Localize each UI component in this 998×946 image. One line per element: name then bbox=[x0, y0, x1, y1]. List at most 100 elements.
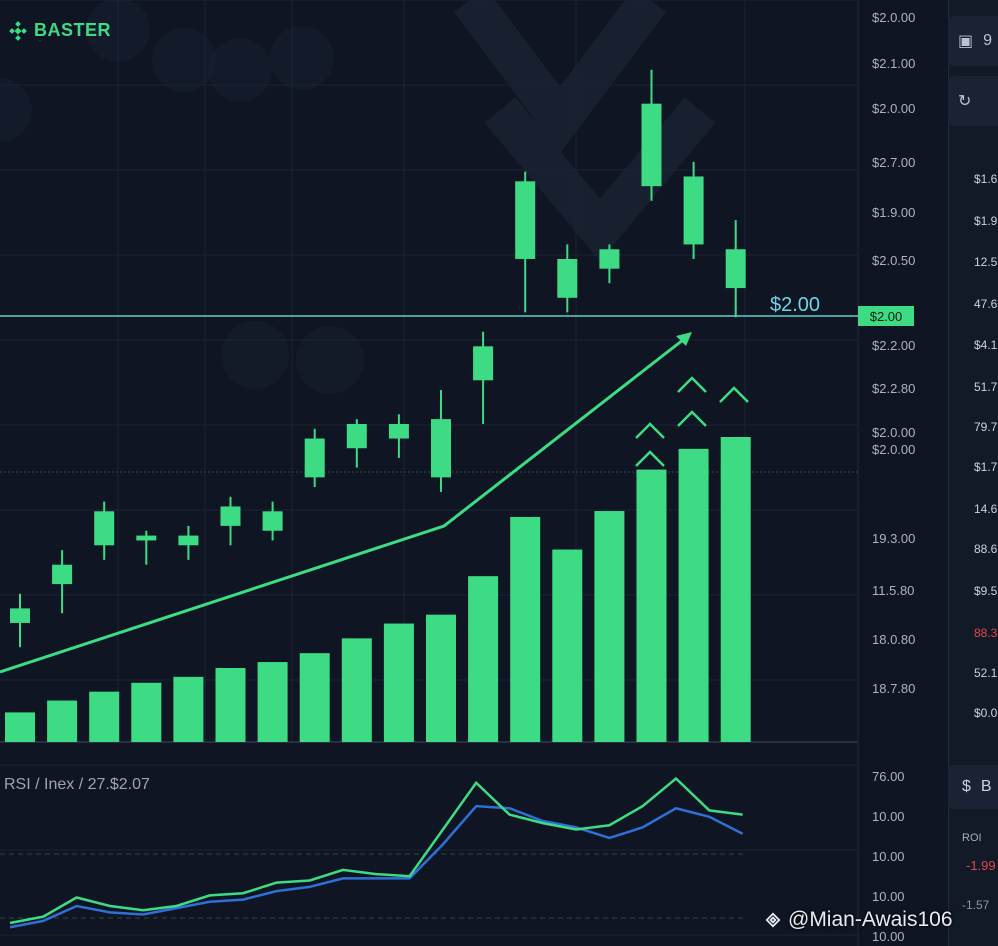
rsi-label: RSI / Inex / 27.$2.07 bbox=[4, 776, 150, 793]
price-tag-box bbox=[858, 306, 914, 326]
dollar-icon: $ bbox=[962, 778, 971, 795]
price-axis-label: $1.9.00 bbox=[872, 205, 915, 220]
volume-bar bbox=[173, 676, 204, 742]
volume-bar bbox=[257, 662, 288, 742]
rsi-panel: 76.00 10.00 10.00 10.00 10.00 bbox=[0, 769, 905, 944]
side-value: 12.5 bbox=[974, 255, 998, 269]
side-value: 88.3 bbox=[974, 626, 998, 640]
candle-body bbox=[136, 535, 157, 541]
side-value: 47.6 bbox=[974, 297, 998, 311]
candle-body bbox=[725, 249, 746, 289]
watermark: @Mian-Awais106 bbox=[762, 908, 953, 932]
rsi-line-secondary bbox=[9, 804, 744, 929]
side-value: 14.6 bbox=[974, 502, 998, 516]
bg-circle bbox=[0, 78, 32, 142]
brand-name: BASTER bbox=[34, 20, 112, 40]
bg-circle bbox=[270, 26, 334, 90]
chevron-up-icon bbox=[719, 386, 749, 403]
bg-circle bbox=[208, 38, 272, 102]
price-axis-label: $2.2.00 bbox=[872, 338, 915, 353]
volume-bar bbox=[89, 691, 120, 742]
price-axis-label: 11.5.80 bbox=[872, 583, 914, 598]
candle-body bbox=[515, 181, 536, 259]
volume-bar bbox=[510, 516, 541, 742]
side-value: $1.6 bbox=[974, 172, 998, 186]
price-axis: $2.0.00 $2.1.00 $2.0.00 $2.7.00 $1.9.00 $2.0.… bbox=[872, 10, 915, 696]
rsi-axis-label: 10.00 bbox=[872, 889, 905, 904]
diamond-logo-icon bbox=[9, 20, 27, 41]
side-value: 88.6 bbox=[974, 542, 998, 556]
candle-body bbox=[641, 103, 662, 187]
volume-bar bbox=[720, 437, 751, 742]
rsi-axis-label: 76.00 bbox=[872, 769, 905, 784]
rsi-axis-label: 10.00 bbox=[872, 849, 905, 864]
volume-bar bbox=[678, 448, 709, 742]
volume-bar bbox=[594, 511, 625, 742]
price-callout: $2.00 bbox=[770, 294, 820, 316]
bg-circle bbox=[296, 326, 364, 394]
price-axis-label: 18.7.80 bbox=[872, 681, 915, 696]
bg-circle bbox=[152, 28, 216, 92]
volume-bars bbox=[5, 437, 751, 742]
roi-value: -1.99 bbox=[966, 858, 996, 873]
bg-circle bbox=[221, 321, 289, 389]
price-axis-label: $2.0.00 bbox=[872, 442, 915, 457]
side-value: $4.1 bbox=[974, 338, 998, 352]
trend-arrow-head bbox=[676, 332, 692, 346]
candle-body bbox=[262, 511, 283, 531]
candle-body bbox=[178, 535, 199, 546]
bg-logo-mark bbox=[454, 0, 716, 262]
trend-line bbox=[0, 332, 692, 674]
price-axis-label: $2.0.00 bbox=[872, 101, 915, 116]
price-axis-label: $2.0.50 bbox=[872, 253, 915, 268]
volume-bar bbox=[131, 682, 162, 742]
candle-body bbox=[473, 346, 494, 381]
volume-bar bbox=[426, 614, 456, 742]
current-price-line: $2.00 $2.00 bbox=[0, 294, 914, 326]
side-value: $0.0 bbox=[974, 706, 998, 720]
refresh-icon: ↻ bbox=[958, 93, 972, 110]
volume-bar bbox=[636, 469, 667, 742]
price-axis-label: 19.3.00 bbox=[872, 531, 915, 546]
volume-bar bbox=[552, 549, 583, 742]
side-value: 51.7 bbox=[974, 380, 998, 394]
volume-bar bbox=[299, 653, 330, 742]
volume-bar bbox=[5, 712, 35, 742]
side-card[interactable]: $ B bbox=[948, 765, 998, 809]
side-value: $1.7 bbox=[974, 460, 998, 474]
side-button-refresh[interactable]: ↻ bbox=[948, 76, 998, 126]
price-axis-label: $2.2.80 bbox=[872, 381, 915, 396]
rsi-axis-label: 10.00 bbox=[872, 809, 905, 824]
candle-body bbox=[388, 423, 409, 439]
chevron-up-icon bbox=[635, 450, 665, 467]
volume-bar bbox=[341, 638, 372, 742]
roi-label: ROI bbox=[962, 832, 982, 844]
price-axis-label: $2.7.00 bbox=[872, 155, 915, 170]
side-card-label: B bbox=[980, 778, 992, 795]
chevron-up-icon bbox=[635, 422, 665, 439]
side-button-wallet[interactable]: ▣ 9 bbox=[948, 16, 998, 66]
candle-body bbox=[94, 511, 115, 546]
price-axis-label: $2.0.00 bbox=[872, 425, 915, 440]
rsi-line-primary bbox=[9, 776, 743, 925]
candle-body bbox=[599, 249, 620, 269]
price-axis-label: $2.1.00 bbox=[872, 56, 915, 71]
side-value: $1.9 bbox=[974, 214, 998, 228]
volume-bar bbox=[215, 667, 246, 742]
watermark-logo-icon bbox=[765, 912, 781, 928]
chevron-up-icon bbox=[677, 410, 707, 427]
candlesticks bbox=[10, 69, 746, 648]
candle-body bbox=[431, 419, 451, 478]
side-value: 52.1 bbox=[974, 666, 998, 680]
trend-line-path bbox=[0, 334, 689, 674]
volume-bar bbox=[468, 576, 499, 742]
side-button-label: 9 bbox=[983, 32, 993, 49]
candle-body bbox=[220, 506, 241, 526]
price-axis-label: 18.0.80 bbox=[872, 632, 915, 647]
brand: BASTER bbox=[8, 20, 111, 41]
side-value: 79.7 bbox=[974, 420, 998, 434]
side-value: $9.5 bbox=[974, 584, 998, 598]
candle-body bbox=[304, 438, 325, 478]
up-chevrons bbox=[635, 376, 749, 467]
